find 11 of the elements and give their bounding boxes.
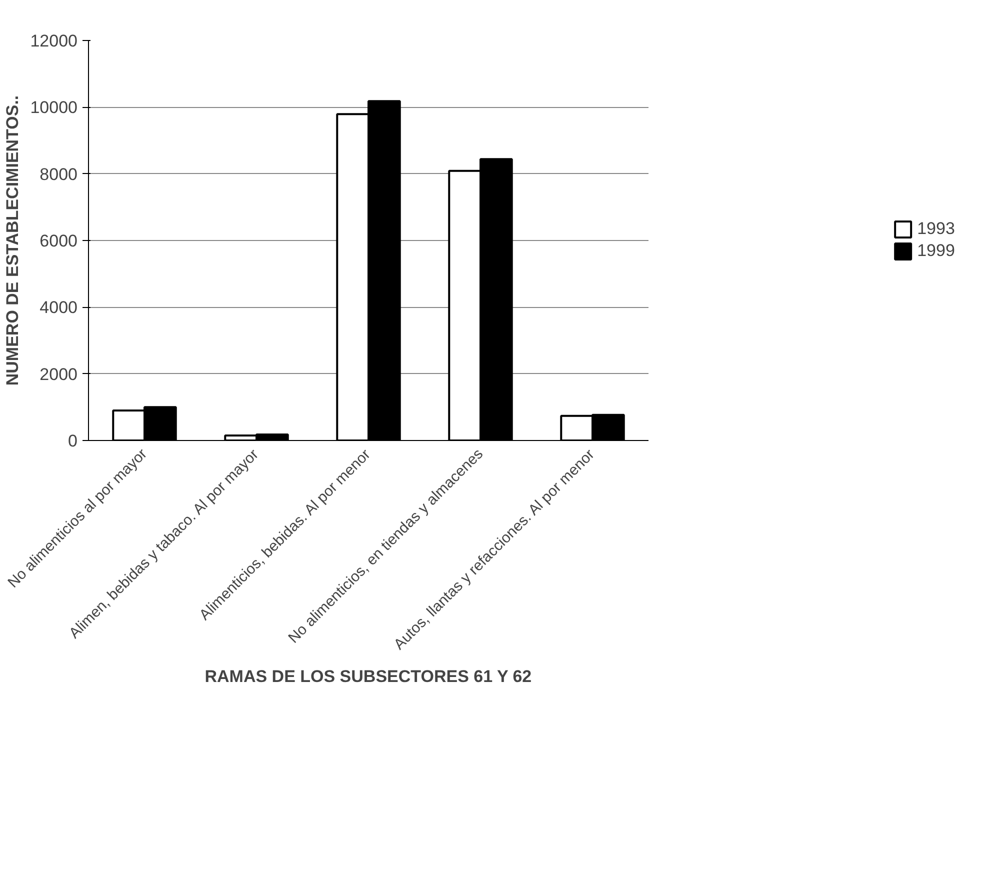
legend-label: 1999 [917, 241, 955, 261]
y-tick-label: 2000 [40, 364, 78, 384]
y-tick-label: 10000 [30, 98, 78, 118]
y-tick-label: 4000 [40, 298, 78, 318]
y-tick-label: 8000 [40, 164, 78, 184]
y-tick-label: 12000 [30, 32, 78, 50]
legend-label: 1993 [917, 219, 955, 239]
y-tick-label: 6000 [40, 232, 78, 250]
y-tick-label: 0 [68, 432, 78, 450]
y-axis-title: NUMERO DE ESTABLECIMIENTOS.. [3, 95, 22, 386]
x-axis-title: RAMAS DE LOS SUBSECTORES 61 Y 62 [204, 667, 532, 686]
